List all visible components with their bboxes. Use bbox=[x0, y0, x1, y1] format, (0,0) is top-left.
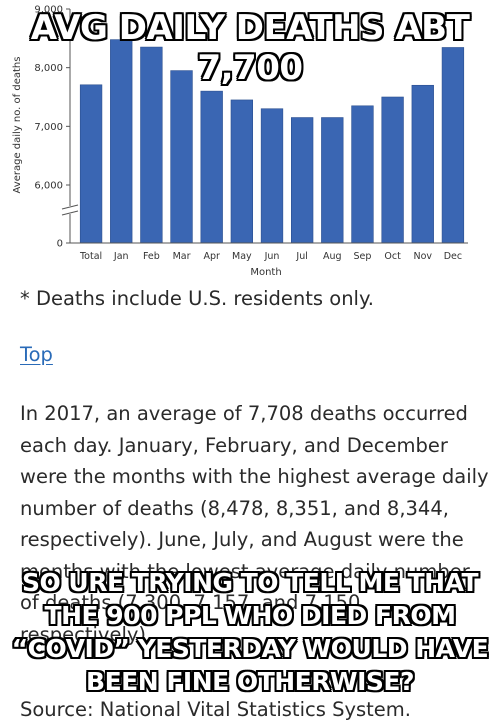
article-paragraph: In 2017, an average of 7,708 deaths occu… bbox=[20, 402, 489, 646]
deaths-bar-chart: Average daily no. of deaths Month 0 6,000… bbox=[12, 5, 468, 278]
bar-jun bbox=[260, 108, 284, 244]
x-axis-title: Month bbox=[250, 267, 281, 278]
bar-total bbox=[79, 84, 103, 244]
footnote: * Deaths include U.S. residents only. bbox=[20, 287, 374, 310]
y-tick-label: 0 bbox=[57, 239, 63, 250]
bar-nov bbox=[411, 84, 434, 244]
bar-jul bbox=[290, 117, 314, 244]
x-tick-label-aug: Aug bbox=[323, 251, 342, 262]
y-tick-label: 7,000 bbox=[34, 122, 63, 133]
bar-oct bbox=[381, 96, 404, 244]
x-tick-label-feb: Feb bbox=[143, 251, 160, 262]
bar-mar bbox=[170, 70, 193, 244]
x-tick-label-dec: Dec bbox=[444, 251, 462, 262]
axis-break-marker bbox=[61, 204, 79, 216]
x-tick-label-mar: Mar bbox=[173, 251, 191, 262]
meme-bottom-caption: SO URE TRYING TO TELL ME THAT THE 900 PP… bbox=[11, 568, 489, 696]
top-link[interactable]: Top bbox=[20, 343, 53, 366]
bar-may bbox=[230, 99, 254, 244]
bar-aug bbox=[321, 117, 344, 244]
x-tick-label-jun: Jun bbox=[264, 251, 280, 262]
x-tick-label-jul: Jul bbox=[295, 251, 307, 262]
meme-top-caption: AVG DAILY DEATHS ABT 7,700 bbox=[30, 8, 470, 88]
y-tick-label: 9,000 bbox=[34, 5, 63, 16]
x-tick-label-nov: Nov bbox=[413, 251, 432, 262]
x-tick-label-oct: Oct bbox=[384, 251, 401, 262]
bar-sep bbox=[351, 105, 374, 244]
x-tick-label-total: Total bbox=[79, 251, 102, 262]
y-tick-label: 8,000 bbox=[34, 63, 63, 74]
x-tick-label-jan: Jan bbox=[113, 251, 129, 262]
x-tick-label-apr: Apr bbox=[203, 251, 220, 262]
y-tick-label: 6,000 bbox=[34, 181, 63, 192]
bar-apr bbox=[200, 90, 223, 244]
source-note: Source: National Vital Statistics System… bbox=[20, 698, 411, 721]
x-tick-label-may: May bbox=[232, 251, 252, 262]
y-axis-title: Average daily no. of deaths bbox=[12, 57, 23, 194]
x-tick-label-sep: Sep bbox=[354, 251, 372, 262]
